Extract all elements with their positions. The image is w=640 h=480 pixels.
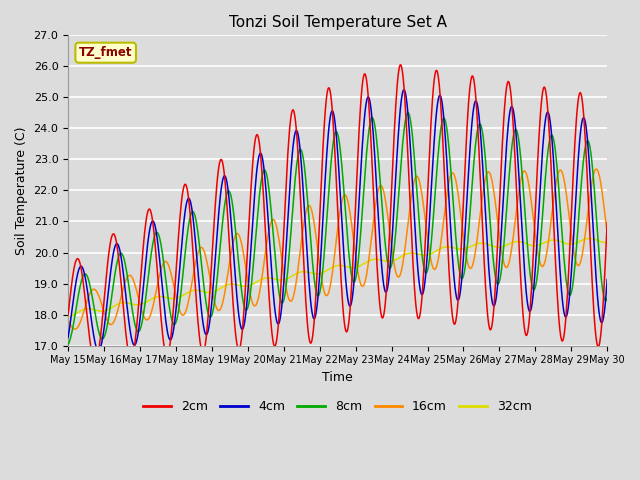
Legend: 2cm, 4cm, 8cm, 16cm, 32cm: 2cm, 4cm, 8cm, 16cm, 32cm (138, 396, 537, 418)
X-axis label: Time: Time (323, 371, 353, 384)
Text: TZ_fmet: TZ_fmet (79, 46, 132, 59)
Y-axis label: Soil Temperature (C): Soil Temperature (C) (15, 126, 28, 255)
Title: Tonzi Soil Temperature Set A: Tonzi Soil Temperature Set A (228, 15, 447, 30)
